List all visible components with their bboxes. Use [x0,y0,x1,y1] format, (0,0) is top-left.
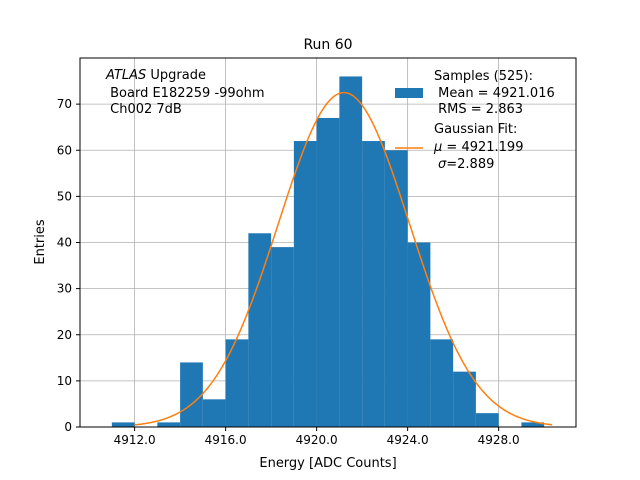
y-tick-label: 70 [57,97,72,111]
histogram-bar [339,76,363,427]
histogram-bar [475,413,499,427]
chart-title: Run 60 [303,37,352,53]
legend-samples-title: Samples (525): [434,69,533,84]
legend: Samples (525): Mean = 4921.016 RMS = 2.8… [395,69,555,172]
legend-fit-sigma-symbol: σ [438,157,447,172]
histogram-bar [111,422,135,427]
y-tick-label: 20 [57,328,72,342]
legend-samples-swatch [395,88,423,98]
histogram-bar [225,339,249,427]
x-tick-label: 4928.0 [478,433,520,447]
y-tick-label: 10 [57,374,72,388]
annotation-atlas: ATLAS [105,68,146,83]
legend-fit-title: Gaussian Fit: [434,122,517,137]
histogram-bars [111,76,545,428]
x-axis-ticks: 4912.0 4916.0 4920.0 4924.0 4928.0 [114,427,520,447]
legend-fit-mu-value: = 4921.199 [442,140,523,155]
y-tick-label: 50 [57,189,72,203]
annotation-text: ATLAS Upgrade Board E182259 -99ohm Ch002… [105,68,265,117]
histogram-bar [384,150,408,427]
y-tick-label: 0 [64,420,72,434]
gaussian-fit-curve [134,91,553,426]
y-axis-label: Entries [33,219,48,265]
histogram-bar [157,422,181,427]
histogram-bar [521,422,545,427]
svg-text:σ=2.889: σ=2.889 [438,157,494,172]
histogram-bar [316,117,340,428]
histogram-bar [180,362,203,427]
legend-samples-rms: RMS = 2.863 [434,102,523,117]
svg-text:ATLAS Upgrade: ATLAS Upgrade [105,68,206,83]
histogram-bar [362,141,385,427]
legend-fit-sigma-value: =2.889 [446,157,494,172]
legend-fit-mu-symbol: μ [433,140,442,155]
y-tick-label: 30 [57,282,72,296]
x-axis-label: Energy [ADC Counts] [259,456,396,471]
annotation-channel: Ch002 7dB [106,102,182,117]
histogram-bar [248,233,272,427]
x-tick-label: 4916.0 [205,433,247,447]
legend-samples-mean: Mean = 4921.016 [434,86,555,101]
histogram-bar [293,141,317,427]
histogram-bar [202,399,226,427]
y-tick-label: 60 [57,143,72,157]
histogram-bar [407,242,431,427]
histogram-bar [430,339,454,427]
histogram-bar [271,247,294,427]
x-tick-label: 4924.0 [387,433,429,447]
annotation-board: Board E182259 -99ohm [106,86,265,101]
annotation-upgrade: Upgrade [146,68,206,83]
svg-text:μ = 4921.199: μ = 4921.199 [433,140,523,155]
x-tick-label: 4912.0 [114,433,156,447]
y-tick-label: 40 [57,236,72,250]
y-axis-ticks: 0 10 20 30 40 50 60 70 [57,97,80,434]
x-tick-label: 4920.0 [296,433,338,447]
histogram-bar [453,371,476,427]
